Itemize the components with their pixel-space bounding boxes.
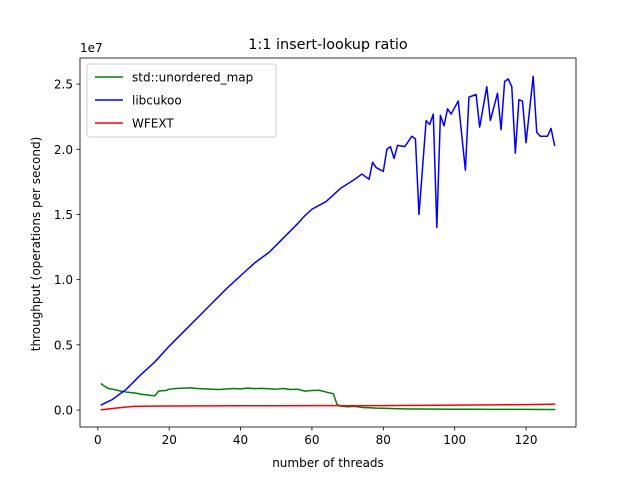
x-tick-label: 20: [162, 433, 177, 447]
legend-label-1: libcukoo: [132, 94, 182, 108]
x-tick-label: 0: [94, 433, 102, 447]
y-tick-label: 2.0: [54, 143, 73, 157]
legend-label-0: std::unordered_map: [132, 71, 253, 85]
x-axis-label: number of threads: [272, 456, 384, 470]
axes-frame: [79, 57, 577, 428]
y-axis-label: throughput (operations per second): [29, 137, 43, 351]
legend-box: [86, 63, 277, 138]
y-tick-label: 0.0: [54, 404, 73, 418]
y-tick-label: 0.5: [54, 338, 73, 352]
y-tick-label: 1.0: [54, 273, 73, 287]
series-line-2: [100, 403, 556, 411]
chart-title: 1:1 insert-lookup ratio: [248, 37, 408, 53]
series-line-0: [100, 382, 556, 411]
x-tick-label: 40: [233, 433, 248, 447]
y-tick-label: 1.5: [54, 208, 73, 222]
x-tick-label: 60: [304, 433, 319, 447]
legend-label-2: WFEXT: [132, 117, 174, 131]
x-tick-label: 80: [376, 433, 391, 447]
x-tick-label: 100: [443, 433, 466, 447]
x-tick-label: 120: [515, 433, 538, 447]
y-tick-label: 2.5: [54, 78, 73, 92]
y-axis-multiplier: 1e7: [80, 41, 103, 55]
series-line-1: [100, 75, 556, 406]
